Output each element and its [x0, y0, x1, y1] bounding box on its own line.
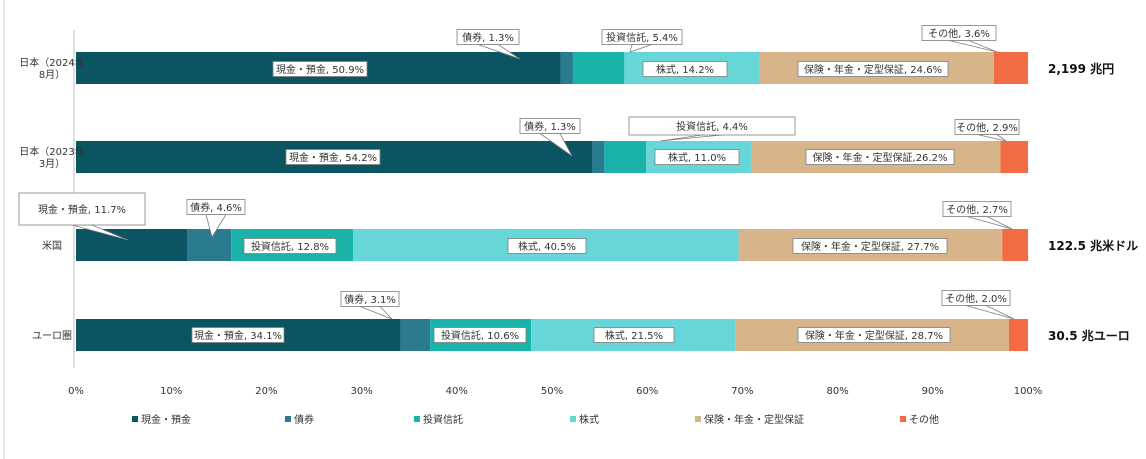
- callout-pointer-3-5: [965, 305, 1015, 320]
- segment-label-3-4: 保険・年金・定型保証, 28.7%: [805, 329, 943, 342]
- bar-segment-0-2: [572, 52, 625, 84]
- segment-label-0-4: 保険・年金・定型保証, 24.6%: [804, 63, 942, 76]
- legend-swatch-4: [695, 416, 701, 422]
- segment-label-0-1: 債券, 1.3%: [462, 31, 514, 44]
- total-label-2: 122.5 兆米ドル: [1048, 238, 1138, 253]
- callout-box-0-5: [921, 25, 997, 41]
- callout-box-1-5: [954, 119, 1020, 135]
- x-tick-label-2: 20%: [255, 386, 277, 397]
- legend-swatch-3: [570, 416, 576, 422]
- segment-label-3-0: 現金・預金, 34.1%: [194, 329, 282, 342]
- callout-pointer-0-2: [629, 44, 653, 53]
- legend-label-5: その他: [909, 413, 939, 426]
- callout-pointer-1-2: [659, 134, 723, 142]
- legend-label-1: 債券: [294, 413, 314, 426]
- callout-box-3-3: [593, 327, 675, 343]
- segment-label-2-1: 債券, 4.6%: [190, 201, 242, 214]
- category-label-1-1: 3月）: [39, 158, 65, 170]
- callout-pointer-1-5: [976, 134, 1007, 142]
- segment-label-3-1: 債券, 3.1%: [344, 293, 396, 306]
- segment-label-3-3: 株式, 21.5%: [605, 329, 663, 342]
- callout-box-1-4: [805, 149, 955, 165]
- x-tick-label-1: 10%: [160, 386, 182, 397]
- callout-box-2-1: [186, 199, 246, 215]
- legend-swatch-5: [900, 416, 906, 422]
- total-label-0: 2,199 兆円: [1048, 61, 1114, 76]
- callout-box-0-0: [272, 61, 368, 77]
- segment-label-1-5: その他, 2.9%: [956, 121, 1018, 134]
- segment-label-3-2: 投資信託, 10.6%: [441, 329, 519, 342]
- callout-box-2-2: [243, 238, 337, 254]
- x-tick-label-5: 50%: [541, 386, 563, 397]
- segment-label-1-0: 現金・預金, 54.2%: [289, 151, 377, 164]
- bar-segment-1-1: [591, 141, 605, 173]
- segment-label-2-2: 投資信託, 12.8%: [251, 240, 329, 253]
- callout-box-1-2: [628, 116, 796, 136]
- callout-box-3-4: [797, 327, 951, 343]
- callout-box-0-1: [456, 29, 520, 45]
- segment-label-2-3: 株式, 40.5%: [518, 240, 576, 253]
- bar-segment-1-5: [1000, 141, 1028, 173]
- x-tick-label-4: 40%: [446, 386, 468, 397]
- category-label-1-0: 日本（2023年: [19, 145, 84, 158]
- category-label-0-1: 8月）: [39, 69, 65, 81]
- callout-box-3-2: [433, 327, 527, 343]
- callout-box-2-3: [507, 238, 587, 254]
- segment-label-2-4: 保険・年金・定型保証, 27.7%: [801, 240, 939, 253]
- bar-segment-3-1: [400, 319, 431, 351]
- x-tick-label-9: 90%: [922, 386, 944, 397]
- callout-pointer-2-5: [966, 216, 1013, 230]
- bar-segment-0-5: [993, 52, 1028, 84]
- legend-swatch-0: [132, 416, 138, 422]
- x-tick-label-0: 0%: [68, 386, 84, 397]
- callout-pointer-0-5: [948, 40, 998, 53]
- total-label-3: 30.5 兆ユーロ: [1048, 328, 1130, 343]
- callout-box-3-1: [340, 291, 400, 307]
- segment-label-3-5: その他, 2.0%: [945, 292, 1007, 305]
- callout-box-1-0: [285, 149, 381, 165]
- category-label-0-0: 日本（2024年: [19, 56, 84, 69]
- callout-box-2-0: [18, 192, 146, 226]
- callout-box-1-1: [519, 118, 581, 134]
- x-tick-label-8: 80%: [826, 386, 848, 397]
- segment-label-0-3: 株式, 14.2%: [656, 63, 714, 76]
- bar-segment-2-5: [1002, 229, 1028, 261]
- x-tick-label-7: 70%: [731, 386, 753, 397]
- legend-label-0: 現金・預金: [141, 413, 191, 426]
- segment-label-2-5: その他, 2.7%: [946, 203, 1008, 216]
- legend-swatch-1: [285, 416, 291, 422]
- bar-segment-2-0: [76, 229, 188, 261]
- bar-segment-1-2: [604, 141, 647, 173]
- callout-box-0-3: [642, 61, 728, 77]
- callout-box-1-3: [654, 149, 740, 165]
- callout-box-2-5: [942, 201, 1012, 217]
- x-tick-label-6: 60%: [636, 386, 658, 397]
- callout-pointer-3-1: [359, 306, 393, 320]
- callout-box-2-4: [792, 238, 948, 254]
- x-tick-label-3: 30%: [350, 386, 372, 397]
- segment-label-1-1: 債券, 1.3%: [524, 120, 576, 133]
- segment-label-2-0: 現金・預金, 11.7%: [38, 203, 126, 216]
- bar-segment-0-1: [560, 52, 573, 84]
- legend-label-3: 株式: [579, 413, 599, 426]
- x-tick-label-10: 100%: [1014, 386, 1043, 397]
- segment-label-0-0: 現金・預金, 50.9%: [276, 63, 364, 76]
- callout-box-3-5: [941, 290, 1011, 306]
- segment-label-1-3: 株式, 11.0%: [668, 151, 726, 164]
- segment-label-1-2: 投資信託, 4.4%: [676, 120, 748, 133]
- bar-segment-2-1: [187, 229, 232, 261]
- callout-box-0-2: [601, 29, 683, 45]
- segment-label-0-5: その他, 3.6%: [928, 27, 990, 40]
- legend-swatch-2: [414, 416, 420, 422]
- callout-box-3-0: [191, 327, 285, 343]
- category-label-3-0: ユーロ圏: [32, 330, 72, 342]
- legend-label-2: 投資信託: [423, 413, 463, 426]
- category-label-2-0: 米国: [42, 239, 62, 252]
- segment-label-1-4: 保険・年金・定型保証,26.2%: [813, 151, 948, 164]
- legend-label-4: 保険・年金・定型保証: [704, 413, 804, 426]
- callout-box-0-4: [797, 61, 949, 77]
- bar-segment-3-5: [1008, 319, 1028, 351]
- segment-label-0-2: 投資信託, 5.4%: [606, 31, 678, 44]
